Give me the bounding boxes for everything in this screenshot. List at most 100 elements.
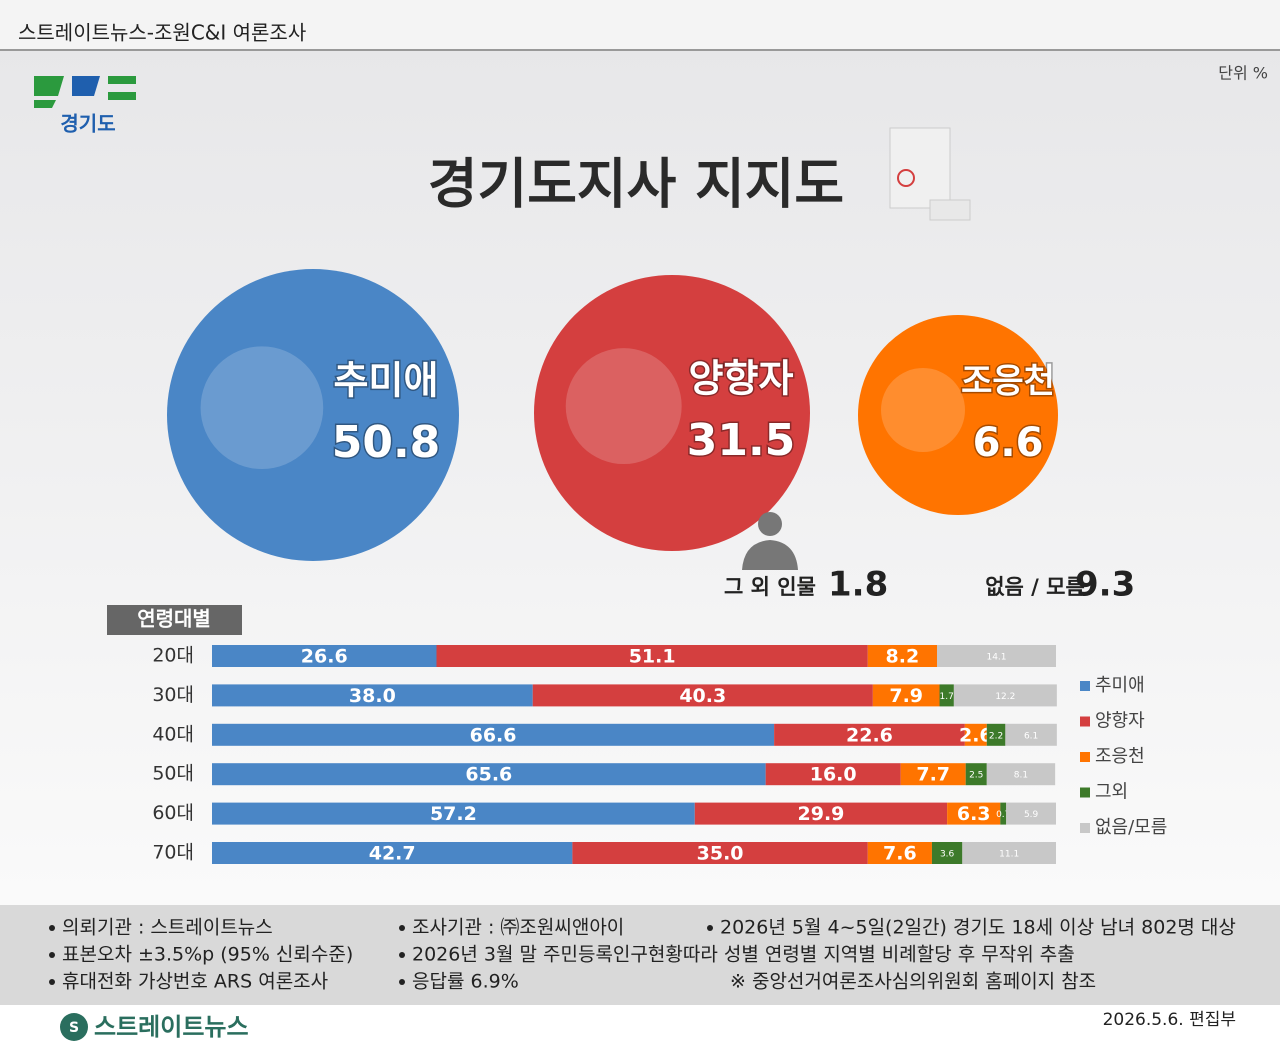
candidate-name: 조응천 bbox=[961, 362, 1055, 402]
bar-segment bbox=[212, 842, 573, 864]
value-label: 16.0 bbox=[810, 764, 857, 786]
value-label: 12.2 bbox=[995, 692, 1015, 702]
bar-segment bbox=[572, 842, 868, 864]
candidate-circle bbox=[858, 315, 1058, 515]
bullet bbox=[399, 979, 405, 985]
value-label: 42.7 bbox=[369, 843, 416, 865]
category-label: 50대 bbox=[152, 763, 194, 785]
value-label: 2.6 bbox=[959, 724, 993, 746]
bar-segment bbox=[900, 763, 966, 786]
bar-segment bbox=[936, 645, 1056, 667]
candidate-photo bbox=[200, 346, 324, 470]
value-label: 3.6 bbox=[940, 850, 955, 860]
value-label: 26.6 bbox=[301, 646, 348, 668]
bar-segment bbox=[212, 723, 775, 746]
value-label: 1.7 bbox=[940, 692, 954, 702]
brand-name: 스트레이트뉴스 bbox=[94, 1013, 249, 1041]
person-icon bbox=[742, 512, 798, 570]
value-label: 5.9 bbox=[1024, 810, 1039, 820]
region-logo: 경기도 bbox=[34, 76, 136, 136]
bar-segment bbox=[872, 684, 940, 707]
value-label: 2.5 bbox=[969, 771, 983, 781]
footer-note: 2026년 3월 말 주민등록인구현황따라 성별 연령별 지역별 비례할당 후 … bbox=[412, 944, 1075, 966]
other-name: 없음 / 모름 bbox=[985, 575, 1085, 599]
value-label: 11.1 bbox=[999, 850, 1019, 860]
region-name: 경기도 bbox=[60, 112, 115, 136]
unit-label: 단위 % bbox=[1218, 64, 1268, 83]
bar-segment bbox=[436, 645, 868, 667]
candidate-name: 양향자 bbox=[689, 357, 794, 401]
value-label: 38.0 bbox=[349, 685, 396, 707]
bar-segment bbox=[931, 842, 963, 864]
bar-segment bbox=[212, 763, 766, 786]
bullet bbox=[399, 925, 405, 931]
value-label: 35.0 bbox=[697, 843, 744, 865]
other-value: 1.8 bbox=[828, 565, 888, 605]
bar-segment bbox=[774, 723, 965, 746]
header-source: 스트레이트뉴스-조원C&I 여론조사 bbox=[18, 21, 306, 45]
bullet bbox=[707, 925, 713, 931]
value-label: 65.6 bbox=[465, 764, 512, 786]
bar-segment bbox=[694, 802, 948, 825]
section-label: 연령대별 bbox=[137, 607, 211, 631]
footer-note: 응답률 6.9% bbox=[412, 971, 519, 993]
footer-band bbox=[0, 905, 1280, 1005]
value-label: 6.1 bbox=[1024, 731, 1038, 741]
legend-label: 조응천 bbox=[1095, 746, 1145, 767]
value-label: 14.1 bbox=[986, 653, 1006, 663]
bar-segment bbox=[1000, 802, 1007, 825]
legend-swatch bbox=[1080, 681, 1090, 691]
other-value: 9.3 bbox=[1075, 565, 1135, 605]
bar-segment bbox=[939, 684, 954, 707]
bullet bbox=[399, 952, 405, 958]
bar-segment bbox=[986, 763, 1056, 786]
bar-segment bbox=[964, 723, 987, 746]
category-label: 20대 bbox=[152, 645, 194, 667]
bar-segment bbox=[532, 684, 873, 707]
ballot-box-icon bbox=[889, 127, 971, 221]
category-label: 70대 bbox=[152, 842, 194, 864]
other-name: 그 외 인물 bbox=[724, 575, 816, 599]
bar-segment bbox=[212, 684, 533, 707]
value-label: 0.7 bbox=[996, 810, 1010, 820]
footer-note: 표본오차 ±3.5%p (95% 신뢰수준) bbox=[62, 944, 353, 966]
value-label: 57.2 bbox=[430, 803, 477, 825]
category-label: 60대 bbox=[152, 802, 194, 824]
footer-note: 의뢰기관 : 스트레이트뉴스 bbox=[62, 917, 273, 939]
footer-note: 조사기관 : ㈜조원씨앤아이 bbox=[412, 917, 624, 939]
candidate-value: 50.8 bbox=[332, 417, 441, 468]
bar-segment bbox=[1005, 723, 1057, 746]
bar-segment bbox=[965, 763, 987, 786]
value-label: 8.2 bbox=[886, 646, 920, 668]
bar-segment bbox=[947, 802, 1001, 825]
value-label: 2.2 bbox=[989, 731, 1003, 741]
category-label: 30대 bbox=[152, 684, 194, 706]
value-label: 6.3 bbox=[957, 803, 991, 825]
legend-label: 양향자 bbox=[1095, 711, 1145, 732]
header-bar bbox=[0, 0, 1280, 50]
bullet bbox=[49, 979, 55, 985]
footer-note: 2026년 5월 4~5일(2일간) 경기도 18세 이상 남녀 802명 대상 bbox=[720, 917, 1236, 939]
footer-note: 휴대전화 가상번호 ARS 여론조사 bbox=[62, 971, 328, 993]
main-title: 경기도지사 지지도 bbox=[428, 153, 844, 216]
bar-segment bbox=[765, 763, 901, 786]
legend-swatch bbox=[1080, 752, 1090, 762]
legend-swatch bbox=[1080, 716, 1090, 727]
value-label: 51.1 bbox=[629, 646, 676, 668]
candidate-photo bbox=[565, 348, 682, 465]
value-label: 7.9 bbox=[889, 685, 923, 707]
value-label: 40.3 bbox=[679, 685, 726, 707]
candidate-circle bbox=[167, 269, 459, 561]
candidate-value: 31.5 bbox=[687, 415, 796, 466]
value-label: 22.6 bbox=[846, 724, 893, 746]
candidate-circle bbox=[534, 275, 810, 551]
legend-label: 그외 bbox=[1095, 782, 1128, 803]
section-label-bg bbox=[107, 605, 242, 635]
bullet bbox=[49, 925, 55, 931]
bar-segment bbox=[953, 684, 1057, 707]
bar-segment bbox=[212, 645, 437, 667]
value-label: 7.7 bbox=[916, 764, 950, 786]
value-label: 7.6 bbox=[883, 843, 917, 865]
footer-date: 2026.5.6. 편집부 bbox=[1103, 1010, 1236, 1030]
